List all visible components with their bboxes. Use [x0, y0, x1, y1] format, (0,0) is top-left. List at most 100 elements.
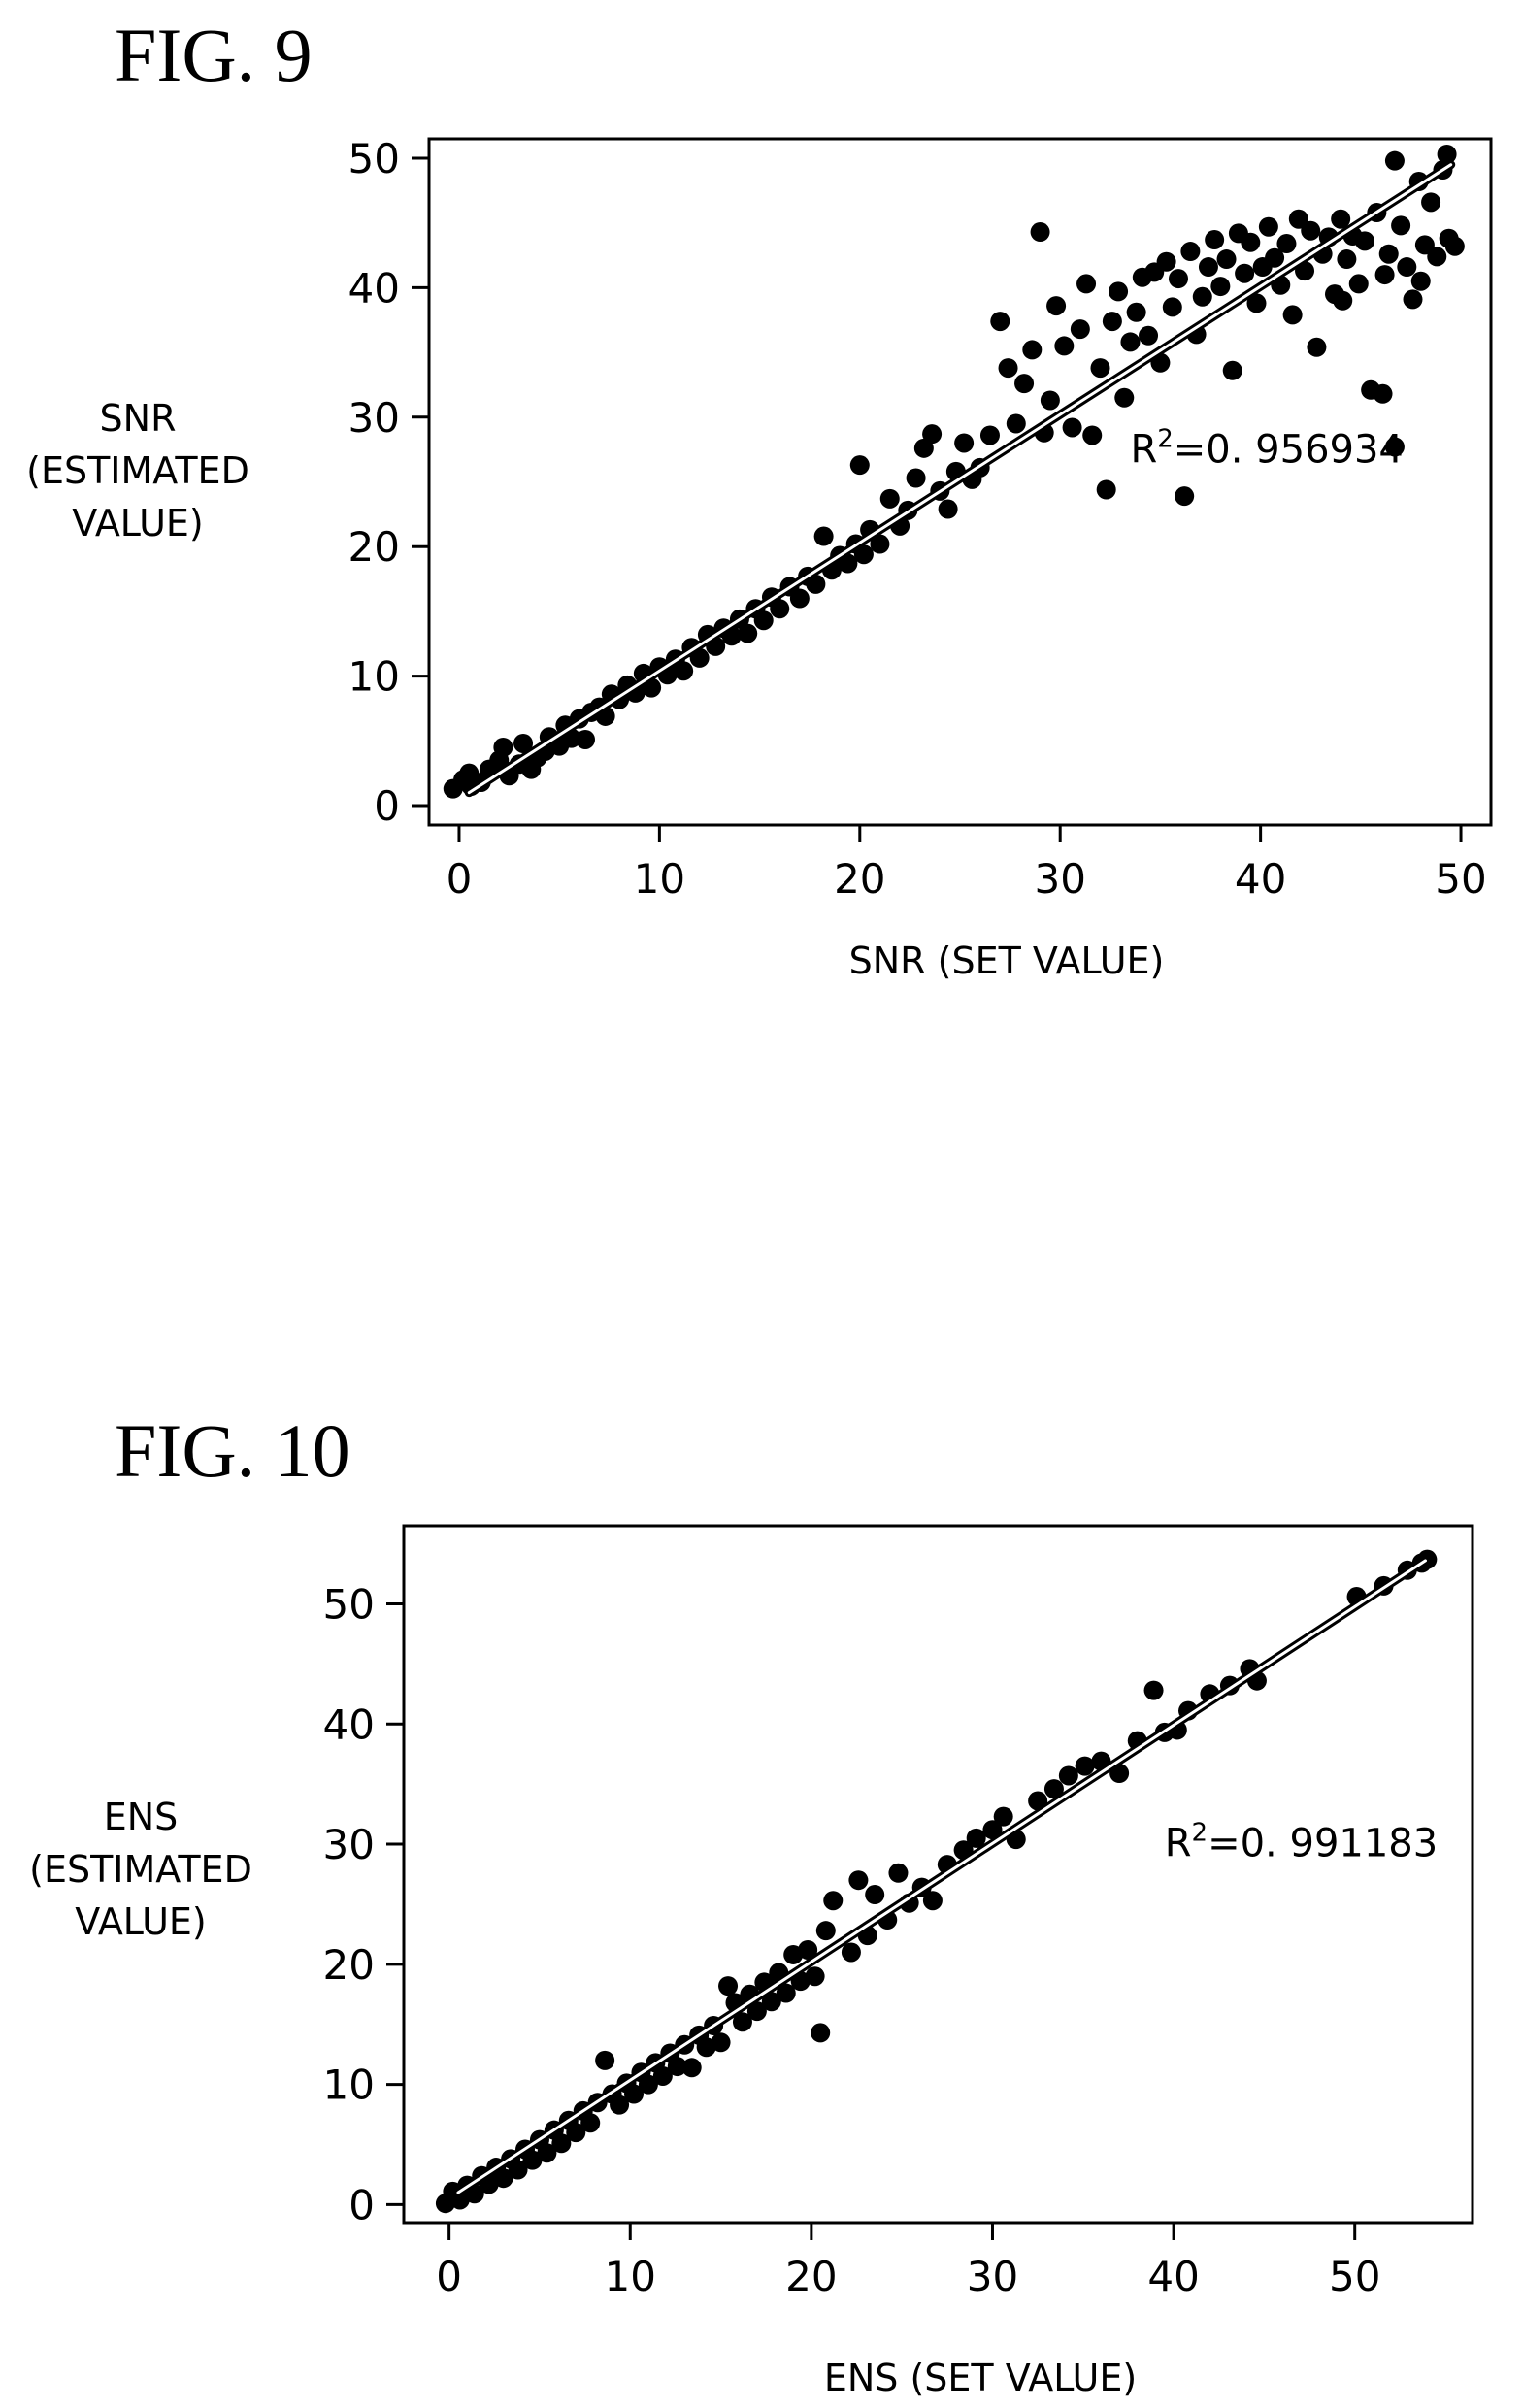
- data-point: [1373, 383, 1393, 404]
- data-point: [746, 2001, 767, 2022]
- data-point: [1120, 332, 1141, 352]
- y-axis-label: SNR (ESTIMATED VALUE): [0, 392, 283, 549]
- data-point: [1374, 265, 1395, 285]
- data-point: [1075, 1756, 1095, 1776]
- x-tick-label: 50: [1435, 855, 1486, 903]
- data-point: [993, 1806, 1013, 1827]
- data-point: [493, 2168, 513, 2189]
- x-axis-label: ENS (SET VALUE): [823, 2357, 1138, 2399]
- data-point: [718, 1976, 739, 1996]
- data-point: [576, 729, 596, 749]
- data-point: [1348, 274, 1369, 294]
- y-tick-label: 10: [323, 2062, 375, 2109]
- data-point: [1210, 277, 1231, 297]
- data-point: [1241, 232, 1261, 252]
- data-point: [888, 1863, 909, 1883]
- x-tick-label: 0: [436, 2253, 462, 2300]
- data-point: [805, 1966, 825, 1987]
- data-point: [841, 1942, 861, 1963]
- data-point: [922, 1891, 943, 1911]
- data-point: [667, 2057, 687, 2077]
- data-point: [1222, 360, 1242, 380]
- y-tick-label: 0: [374, 782, 400, 830]
- data-point: [1414, 235, 1435, 255]
- data-point: [732, 2012, 752, 2032]
- data-point: [1156, 251, 1176, 272]
- y-tick-label: 50: [323, 1580, 375, 1628]
- data-point: [1180, 242, 1201, 262]
- data-point: [1216, 249, 1237, 270]
- data-point: [595, 2050, 615, 2070]
- x-tick-label: 40: [1235, 855, 1286, 903]
- data-point: [1444, 236, 1465, 256]
- data-point: [711, 2032, 731, 2053]
- y-tick-label: 50: [348, 135, 400, 182]
- y-tick-label: 0: [348, 2181, 375, 2228]
- data-point: [1040, 390, 1060, 411]
- data-point: [966, 1828, 986, 1848]
- y-tick-label: 20: [348, 523, 400, 571]
- data-point: [806, 574, 826, 594]
- data-point: [1139, 325, 1159, 346]
- data-point: [990, 312, 1010, 332]
- fit-line-core: [467, 163, 1453, 795]
- r-squared-annotation: R2=0. 956934: [1130, 424, 1403, 472]
- data-point: [1168, 269, 1188, 289]
- data-point: [982, 1820, 1003, 1840]
- data-point: [770, 599, 790, 619]
- data-point: [1198, 257, 1218, 278]
- data-point: [580, 2113, 601, 2133]
- data-point: [979, 425, 1000, 445]
- data-point: [1022, 340, 1043, 360]
- data-point: [493, 737, 513, 757]
- data-point: [811, 2023, 831, 2043]
- x-tick-label: 30: [1034, 855, 1085, 903]
- y-tick-label: 30: [323, 1821, 375, 1868]
- data-point: [1410, 271, 1431, 291]
- data-point: [906, 468, 926, 488]
- data-point: [813, 526, 834, 546]
- data-point: [1421, 192, 1441, 213]
- y-axis-label-line: VALUE): [75, 1900, 207, 1943]
- data-point: [789, 588, 810, 609]
- data-point: [1062, 417, 1082, 438]
- data-point: [674, 661, 694, 681]
- data-point: [522, 2150, 543, 2170]
- data-point: [1282, 305, 1303, 325]
- x-tick-label: 50: [1329, 2253, 1380, 2300]
- data-point: [1102, 312, 1122, 332]
- x-tick-label: 20: [834, 855, 885, 903]
- data-point: [776, 1983, 796, 2003]
- data-point: [879, 488, 900, 509]
- data-point: [823, 1891, 844, 1911]
- data-point: [1258, 216, 1278, 237]
- plot-frame: [427, 137, 1493, 827]
- y-tick-label: 20: [323, 1941, 375, 1989]
- data-point: [753, 610, 774, 631]
- data-point: [738, 623, 758, 643]
- y-axis-label-line: ENS: [103, 1796, 179, 1838]
- data-point: [1090, 358, 1110, 379]
- data-point: [1175, 486, 1195, 507]
- data-point: [459, 763, 480, 783]
- data-point: [566, 2123, 586, 2143]
- data-point: [1378, 244, 1399, 264]
- data-point: [1307, 337, 1327, 357]
- data-point: [1082, 425, 1103, 445]
- x-axis-label: SNR (SET VALUE): [848, 940, 1165, 982]
- data-point: [1143, 1680, 1164, 1700]
- y-tick-label: 10: [348, 653, 400, 701]
- data-point: [954, 433, 975, 453]
- x-tick-label: 30: [967, 2253, 1018, 2300]
- y-axis-label-line: SNR: [99, 397, 177, 440]
- y-tick-label: 40: [323, 1700, 375, 1748]
- r-squared-annotation: R2=0. 991183: [1165, 1818, 1438, 1865]
- data-point: [1384, 437, 1405, 457]
- data-point: [870, 534, 890, 554]
- data-point: [1096, 479, 1116, 500]
- data-point: [1403, 289, 1423, 310]
- data-point: [551, 2133, 572, 2154]
- data-point: [849, 455, 870, 476]
- data-point: [1030, 222, 1050, 243]
